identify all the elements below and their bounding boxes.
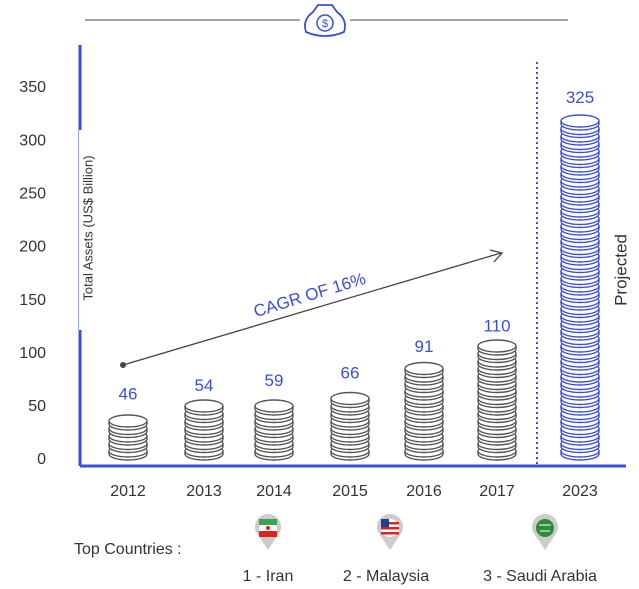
country: 2 - Malaysia bbox=[343, 568, 429, 585]
coin-stack bbox=[185, 400, 223, 460]
country: 1 - Iran bbox=[243, 568, 294, 585]
y-tick-label: 300 bbox=[19, 132, 46, 149]
footer-title: Top Countries : bbox=[74, 541, 182, 558]
x-tick-label: 2017 bbox=[479, 483, 515, 500]
x-tick-label: 2014 bbox=[256, 483, 292, 500]
value-label: 91 bbox=[415, 337, 434, 356]
country: 3 - Saudi Arabia bbox=[483, 568, 597, 585]
y-tick-label: 250 bbox=[19, 186, 46, 203]
coin-top bbox=[405, 363, 443, 375]
coin-top bbox=[561, 115, 599, 127]
pin-malaysia bbox=[377, 514, 403, 550]
x-tick-label: 2015 bbox=[332, 483, 368, 500]
cagr-arrow bbox=[123, 253, 501, 365]
projected-label: Projected bbox=[611, 234, 630, 306]
value-label: 46 bbox=[119, 385, 138, 404]
pin-saudi bbox=[532, 514, 558, 550]
x-tick-label: 2016 bbox=[406, 483, 442, 500]
value-label: 59 bbox=[265, 371, 284, 390]
x-tick-label: 2012 bbox=[110, 483, 146, 500]
coin-top bbox=[255, 400, 293, 412]
coin-stack bbox=[561, 115, 599, 460]
svg-text:$: $ bbox=[322, 18, 328, 30]
coin-top bbox=[478, 340, 516, 352]
chart: $ Total Assets (US$ Billion) Projected C… bbox=[0, 0, 639, 589]
pin-iran bbox=[255, 514, 281, 550]
value-label: 325 bbox=[566, 88, 594, 107]
coin-stack bbox=[109, 415, 147, 460]
y-tick-label: 50 bbox=[28, 398, 46, 415]
y-tick-label: 200 bbox=[19, 239, 46, 256]
coin-top bbox=[109, 415, 147, 427]
coin-stack bbox=[255, 400, 293, 460]
coin-top bbox=[185, 400, 223, 412]
coin-stack bbox=[405, 363, 443, 461]
y-tick-label: 0 bbox=[37, 451, 46, 468]
y-tick-label: 150 bbox=[19, 292, 46, 309]
coin-stack bbox=[331, 393, 369, 461]
y-axis-label: Total Assets (US$ Billion) bbox=[80, 155, 95, 300]
x-tick-label: 2023 bbox=[562, 483, 598, 500]
coin-top bbox=[331, 393, 369, 405]
y-tick-label: 100 bbox=[19, 345, 46, 362]
coin-stack bbox=[478, 340, 516, 460]
value-label: 110 bbox=[483, 317, 510, 336]
cagr-annotation: CAGR OF 16% bbox=[251, 269, 368, 321]
x-tick-label: 2013 bbox=[186, 483, 222, 500]
y-tick-label: 350 bbox=[19, 79, 46, 96]
value-label: 54 bbox=[195, 376, 214, 395]
header-ornament: $ bbox=[85, 5, 568, 36]
value-label: 66 bbox=[341, 363, 360, 382]
arrow-start bbox=[120, 362, 126, 368]
